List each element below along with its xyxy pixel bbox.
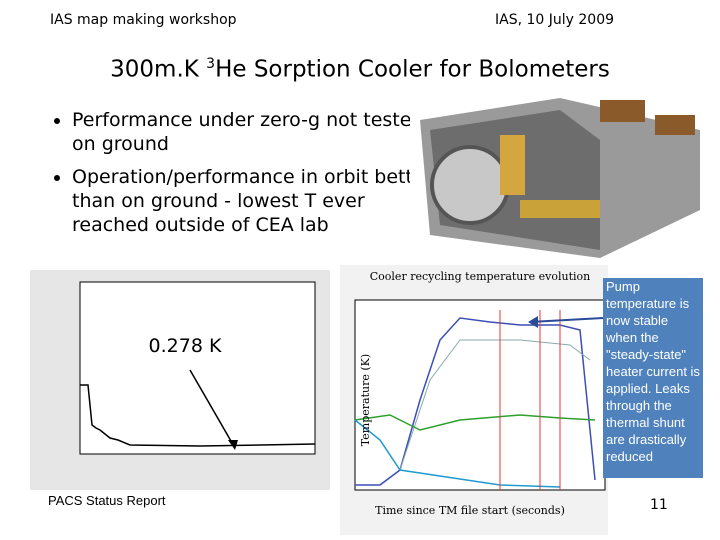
x-axis-label: Time since TM file start (seconds) xyxy=(375,504,565,517)
annotation-box: Pump temperature is now stable when the … xyxy=(603,278,703,478)
bullet: Performance under zero-g not tested on g… xyxy=(72,108,442,156)
plot-label: 0.278 K xyxy=(149,335,222,357)
title-text: 300m.K xyxy=(110,56,207,83)
bullet-list: Performance under zero-g not tested on g… xyxy=(28,108,442,246)
bullet: Operation/performance in orbit better th… xyxy=(72,165,442,237)
title-sup: 3 xyxy=(206,56,216,72)
title-text: He Sorption Cooler for Bolometers xyxy=(215,56,610,83)
right-plot xyxy=(340,265,608,535)
slide-title: 300m.K 3He Sorption Cooler for Bolometer… xyxy=(0,56,720,83)
footer-left: PACS Status Report xyxy=(48,493,166,508)
left-plot xyxy=(30,270,330,490)
plot-title: Cooler recycling temperature evolution xyxy=(370,270,591,283)
header-right: IAS, 10 July 2009 xyxy=(495,12,615,28)
y-axis-label: Temperature (K) xyxy=(359,354,372,446)
header-left: IAS map making workshop xyxy=(50,12,237,28)
photo xyxy=(410,95,710,260)
page-number: 11 xyxy=(650,497,668,513)
